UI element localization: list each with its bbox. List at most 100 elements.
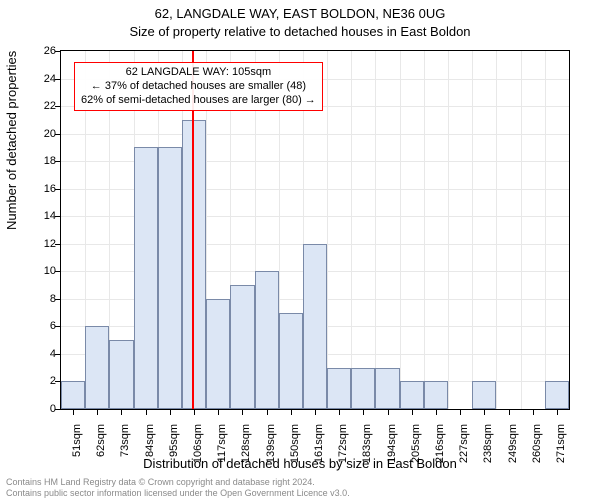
xtick-label: 150sqm — [289, 424, 301, 463]
footer-attribution: Contains HM Land Registry data © Crown c… — [6, 477, 350, 498]
ytick-label: 14 — [34, 210, 56, 222]
ytick-mark — [55, 51, 60, 52]
ytick-label: 26 — [34, 45, 56, 57]
xtick-mark — [388, 410, 389, 415]
grid-v — [424, 51, 425, 409]
annotation-line1: 62 LANGDALE WAY: 105sqm — [81, 66, 316, 80]
xtick-label: 128sqm — [240, 424, 252, 463]
xtick-mark — [509, 410, 510, 415]
xtick-label: 227sqm — [458, 424, 470, 463]
xtick-mark — [73, 410, 74, 415]
annotation-box: 62 LANGDALE WAY: 105sqm← 37% of detached… — [74, 62, 323, 111]
grid-v — [351, 51, 352, 409]
grid-v — [521, 51, 522, 409]
ytick-mark — [55, 381, 60, 382]
xtick-label: 106sqm — [192, 424, 204, 463]
xtick-label: 62sqm — [95, 424, 107, 457]
ytick-mark — [55, 216, 60, 217]
xtick-mark — [194, 410, 195, 415]
histogram-bar — [375, 368, 399, 409]
histogram-bar — [134, 147, 158, 409]
xtick-label: 73sqm — [119, 424, 131, 457]
xtick-mark — [557, 410, 558, 415]
ytick-mark — [55, 409, 60, 410]
ytick-mark — [55, 106, 60, 107]
ytick-mark — [55, 299, 60, 300]
xtick-label: 260sqm — [531, 424, 543, 463]
xtick-label: 51sqm — [71, 424, 83, 457]
ytick-label: 8 — [34, 293, 56, 305]
histogram-bar — [545, 381, 569, 409]
chart-title-line1: 62, LANGDALE WAY, EAST BOLDON, NE36 0UG — [0, 6, 600, 21]
xtick-label: 271sqm — [555, 424, 567, 463]
grid-v — [496, 51, 497, 409]
grid-v — [545, 51, 546, 409]
xtick-label: 205sqm — [410, 424, 422, 463]
xtick-mark — [315, 410, 316, 415]
xtick-label: 194sqm — [386, 424, 398, 463]
ytick-mark — [55, 244, 60, 245]
xtick-label: 161sqm — [313, 424, 325, 463]
ytick-mark — [55, 189, 60, 190]
xtick-mark — [436, 410, 437, 415]
xtick-mark — [363, 410, 364, 415]
ytick-label: 10 — [34, 265, 56, 277]
grid-h — [61, 134, 569, 135]
ytick-label: 2 — [34, 375, 56, 387]
histogram-bar — [424, 381, 448, 409]
xtick-mark — [170, 410, 171, 415]
y-axis-label: Number of detached properties — [4, 51, 19, 230]
histogram-bar — [61, 381, 85, 409]
xtick-label: 84sqm — [144, 424, 156, 457]
xtick-mark — [242, 410, 243, 415]
histogram-chart: 62, LANGDALE WAY, EAST BOLDON, NE36 0UG … — [0, 0, 600, 500]
footer-line2: Contains public sector information licen… — [6, 488, 350, 498]
ytick-label: 24 — [34, 73, 56, 85]
ytick-label: 20 — [34, 128, 56, 140]
xtick-mark — [121, 410, 122, 415]
grid-v — [375, 51, 376, 409]
footer-line1: Contains HM Land Registry data © Crown c… — [6, 477, 350, 487]
xtick-label: 95sqm — [168, 424, 180, 457]
xtick-mark — [267, 410, 268, 415]
xtick-mark — [533, 410, 534, 415]
xtick-label: 139sqm — [265, 424, 277, 463]
histogram-bar — [158, 147, 182, 409]
ytick-mark — [55, 326, 60, 327]
annotation-line3: 62% of semi-detached houses are larger (… — [81, 94, 316, 108]
ytick-mark — [55, 354, 60, 355]
xtick-label: 172sqm — [337, 424, 349, 463]
histogram-bar — [255, 271, 279, 409]
xtick-mark — [484, 410, 485, 415]
xtick-label: 216sqm — [434, 424, 446, 463]
xtick-label: 238sqm — [482, 424, 494, 463]
ytick-mark — [55, 271, 60, 272]
histogram-bar — [351, 368, 375, 409]
ytick-label: 4 — [34, 348, 56, 360]
ytick-mark — [55, 79, 60, 80]
xtick-label: 183sqm — [361, 424, 373, 463]
chart-title-line2: Size of property relative to detached ho… — [0, 24, 600, 39]
histogram-bar — [85, 326, 109, 409]
xtick-mark — [146, 410, 147, 415]
xtick-mark — [291, 410, 292, 415]
xtick-mark — [339, 410, 340, 415]
histogram-bar — [303, 244, 327, 409]
xtick-mark — [412, 410, 413, 415]
grid-v — [400, 51, 401, 409]
ytick-label: 0 — [34, 403, 56, 415]
ytick-label: 22 — [34, 100, 56, 112]
xtick-label: 117sqm — [216, 424, 228, 462]
histogram-bar — [400, 381, 424, 409]
histogram-bar — [182, 120, 206, 409]
ytick-label: 12 — [34, 238, 56, 250]
histogram-bar — [279, 313, 303, 409]
annotation-line2: ← 37% of detached houses are smaller (48… — [81, 80, 316, 94]
histogram-bar — [206, 299, 230, 409]
ytick-label: 6 — [34, 320, 56, 332]
xtick-mark — [218, 410, 219, 415]
histogram-bar — [109, 340, 133, 409]
grid-v — [448, 51, 449, 409]
histogram-bar — [472, 381, 496, 409]
xtick-mark — [97, 410, 98, 415]
